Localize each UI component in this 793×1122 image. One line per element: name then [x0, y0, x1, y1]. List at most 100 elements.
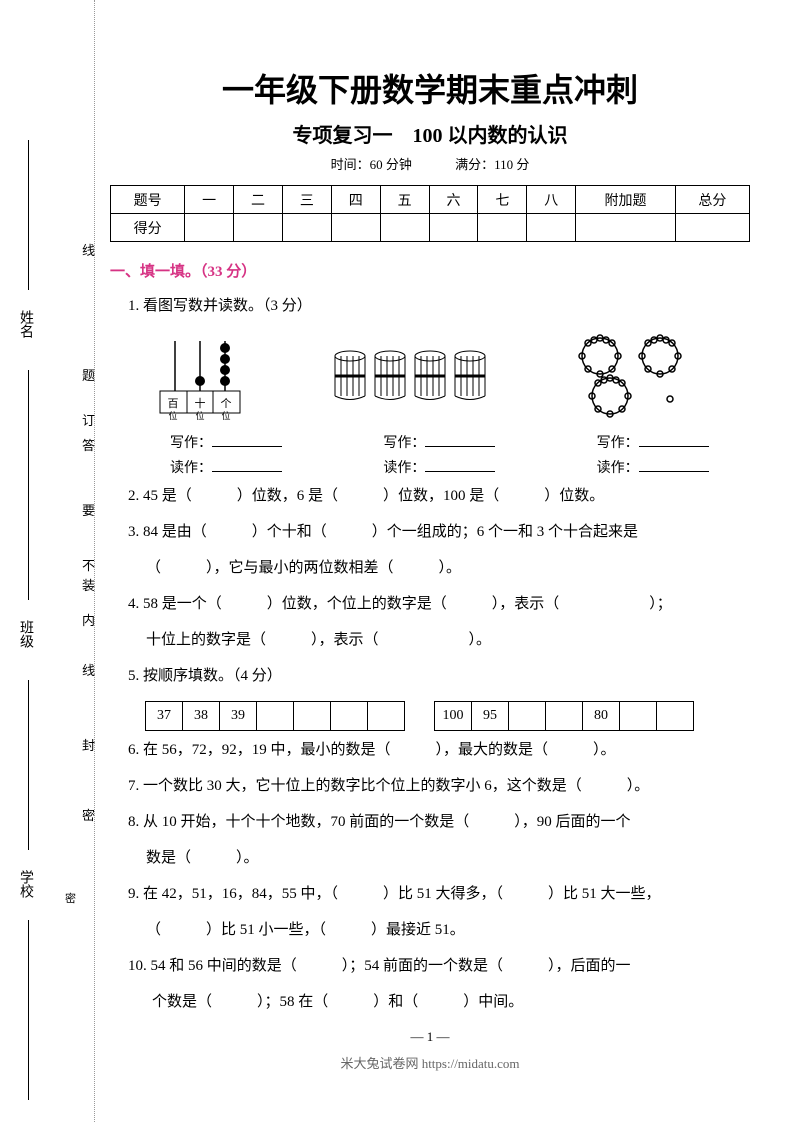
question-10b: 个数是（ ）；58 在（ ）和（ ）中间。 — [110, 987, 750, 1017]
seal-ti: 题 — [82, 365, 95, 384]
seal-xian: 线 — [82, 660, 95, 679]
q1-images: 百 十 个 位 位 位 — [110, 331, 750, 421]
seq-cell: 37 — [145, 701, 183, 731]
read-label: 读作： — [323, 456, 536, 477]
seq-cell: 80 — [582, 701, 620, 731]
score-cell — [331, 214, 380, 242]
score-cell — [380, 214, 429, 242]
seq-table-2: 100 95 80 — [435, 701, 694, 731]
question-3b: （ ），它与最小的两位数相差（ ）。 — [110, 553, 750, 583]
seq-cell — [293, 701, 331, 731]
main-content: 一年级下册数学期末重点冲刺 专项复习一 100 以内数的认识 时间：60 分钟 … — [110, 65, 750, 1072]
section-title: 一、填一填。（33 分） — [110, 260, 750, 281]
score-header-cell: 四 — [331, 186, 380, 214]
time-label: 时间：60 分钟 — [331, 157, 412, 172]
question-5: 5. 按顺序填数。（4 分） — [110, 661, 750, 691]
page-number: — 1 — — [110, 1029, 750, 1045]
abacus-icon: 百 十 个 位 位 位 — [150, 331, 250, 421]
circles-icon — [570, 331, 710, 421]
score-header-cell: 一 — [185, 186, 234, 214]
page-title: 一年级下册数学期末重点冲刺 — [110, 65, 750, 111]
score-header-cell: 七 — [478, 186, 527, 214]
seal-nei: 内 — [82, 610, 95, 629]
question-8: 8. 从 10 开始，十个十个地数，70 前面的一个数是（ ），90 后面的一个 — [110, 807, 750, 837]
score-header-row: 题号 一 二 三 四 五 六 七 八 附加题 总分 — [111, 186, 750, 214]
score-header-cell: 附加题 — [576, 186, 676, 214]
question-4: 4. 58 是一个（ ）位数，个位上的数字是（ ），表示（ ）； — [110, 589, 750, 619]
seq-table-1: 37 38 39 — [146, 701, 405, 731]
seq-cell — [545, 701, 583, 731]
seq-cell — [619, 701, 657, 731]
score-cell — [576, 214, 676, 242]
sequence-tables: 37 38 39 100 95 80 — [110, 697, 750, 735]
seq-cell: 38 — [182, 701, 220, 731]
binding-margin: 学校 班级 姓名 密 封 线 内 不 装 要 答 订 题 线 密 — [0, 0, 95, 1122]
svg-text:十: 十 — [195, 396, 206, 410]
seq-cell — [656, 701, 694, 731]
seal-bu: 不 — [82, 555, 95, 574]
question-10: 10. 54 和 56 中间的数是（ ）；54 前面的一个数是（ ），后面的一 — [110, 951, 750, 981]
seal-yao: 要 — [82, 500, 95, 519]
score-cell — [527, 214, 576, 242]
question-8b: 数是（ ）。 — [110, 843, 750, 873]
write-row: 写作： 写作： 写作： — [110, 431, 750, 452]
svg-text:位: 位 — [221, 410, 230, 421]
seq-cell — [330, 701, 368, 731]
question-6: 6. 在 56，72，92，19 中，最小的数是（ ），最大的数是（ ）。 — [110, 735, 750, 765]
write-label: 写作： — [110, 431, 323, 452]
read-row: 读作： 读作： 读作： — [110, 456, 750, 477]
score-header-cell: 六 — [429, 186, 478, 214]
seal-feng: 封 — [82, 735, 95, 754]
seq-cell: 95 — [471, 701, 509, 731]
score-cell — [234, 214, 283, 242]
seal-da: 答 — [82, 435, 95, 454]
score-value-row: 得分 — [111, 214, 750, 242]
score-cell — [185, 214, 234, 242]
score-cell — [429, 214, 478, 242]
score-row-label: 得分 — [111, 214, 185, 242]
binding-class: 班级 — [15, 620, 35, 648]
write-label: 写作： — [323, 431, 536, 452]
seq-cell — [367, 701, 405, 731]
question-7: 7. 一个数比 30 大，它十位上的数字比个位上的数字小 6，这个数是（ ）。 — [110, 771, 750, 801]
question-4b: 十位上的数字是（ ），表示（ ）。 — [110, 625, 750, 655]
score-header-cell: 八 — [527, 186, 576, 214]
page-subtitle: 专项复习一 100 以内数的认识 — [110, 119, 750, 148]
question-9b: （ ）比 51 小一些，（ ）最接近 51。 — [110, 915, 750, 945]
seq-cell — [256, 701, 294, 731]
question-3: 3. 84 是由（ ）个十和（ ）个一组成的；6 个一和 3 个十合起来是 — [110, 517, 750, 547]
score-header-cell: 总分 — [675, 186, 749, 214]
question-9: 9. 在 42，51，16，84，55 中，（ ）比 51 大得多，（ ）比 5… — [110, 879, 750, 909]
write-label: 写作： — [537, 431, 750, 452]
seal-mi2: 密 — [65, 890, 76, 906]
svg-text:百: 百 — [168, 398, 179, 410]
score-cell — [282, 214, 331, 242]
score-header-cell: 二 — [234, 186, 283, 214]
seal-xian2: 线 — [82, 240, 95, 259]
sticks-icon — [330, 341, 490, 411]
seq-cell — [508, 701, 546, 731]
question-1: 1. 看图写数并读数。（3 分） — [110, 291, 750, 321]
read-label: 读作： — [537, 456, 750, 477]
full-score-label: 满分：110 分 — [455, 157, 529, 172]
time-score: 时间：60 分钟 满分：110 分 — [110, 154, 750, 173]
score-header-cell: 题号 — [111, 186, 185, 214]
seq-cell: 100 — [434, 701, 472, 731]
score-cell — [478, 214, 527, 242]
binding-name: 姓名 — [15, 310, 35, 338]
svg-text:位: 位 — [168, 410, 177, 421]
svg-text:位: 位 — [195, 410, 204, 421]
seq-cell: 39 — [219, 701, 257, 731]
read-label: 读作： — [110, 456, 323, 477]
seal-mi: 密 — [82, 805, 95, 824]
score-header-cell: 三 — [282, 186, 331, 214]
score-header-cell: 五 — [380, 186, 429, 214]
seal-zhuang: 装 — [82, 575, 95, 594]
score-cell — [675, 214, 749, 242]
question-2: 2. 45 是（ ）位数，6 是（ ）位数，100 是（ ）位数。 — [110, 481, 750, 511]
binding-school: 学校 — [15, 870, 35, 898]
seal-ding: 订 — [82, 410, 95, 429]
footer-text: 米大兔试卷网 https://midatu.com — [110, 1053, 750, 1072]
score-table: 题号 一 二 三 四 五 六 七 八 附加题 总分 得分 — [110, 185, 750, 242]
svg-text:个: 个 — [221, 397, 232, 410]
